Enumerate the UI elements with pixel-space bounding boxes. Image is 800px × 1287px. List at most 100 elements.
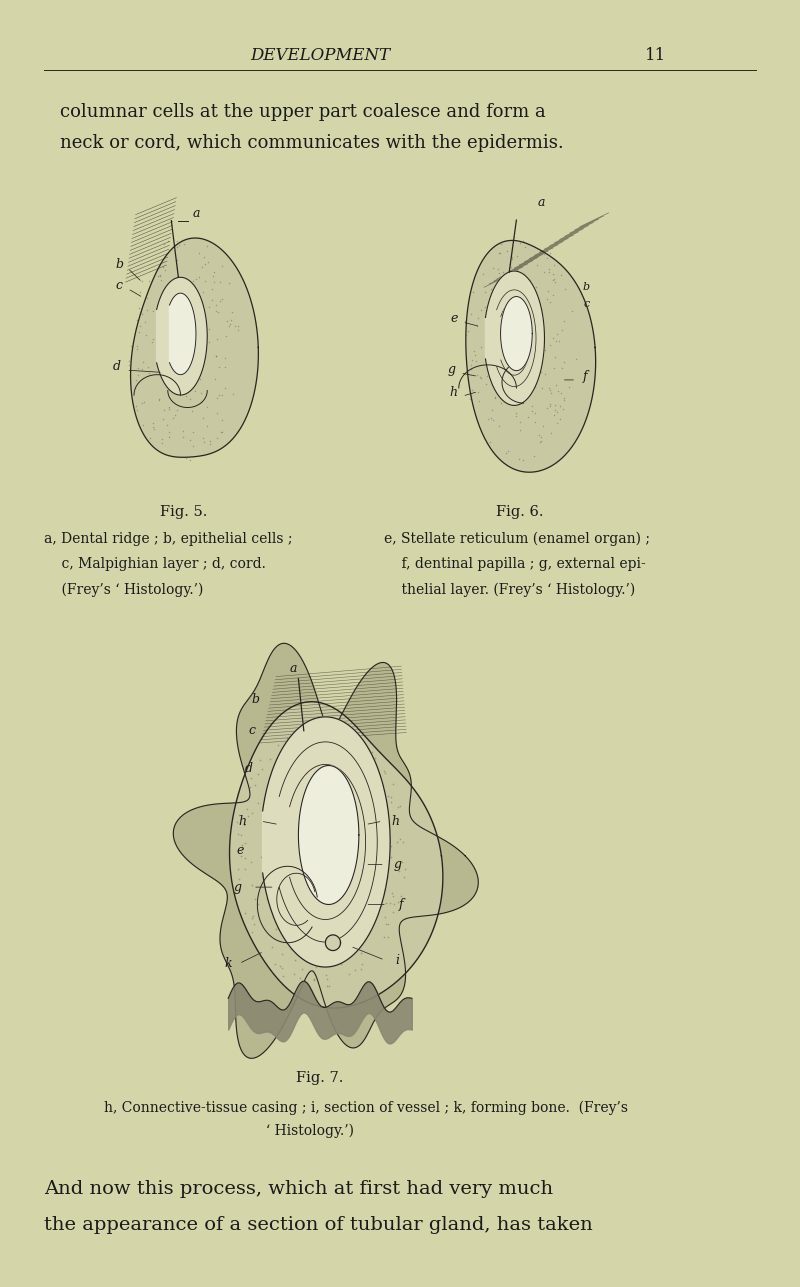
Point — [210, 328, 223, 349]
Point — [364, 753, 377, 773]
Text: a, Dental ridge ; b, epithelial cells ;: a, Dental ridge ; b, epithelial cells ; — [44, 532, 293, 546]
Point — [319, 754, 332, 775]
Point — [256, 812, 269, 833]
Point — [162, 421, 175, 441]
Point — [155, 293, 168, 314]
Point — [362, 907, 374, 928]
Point — [213, 356, 226, 377]
Point — [275, 943, 288, 964]
Point — [506, 246, 519, 266]
Point — [291, 885, 304, 906]
Polygon shape — [501, 296, 532, 371]
Point — [246, 803, 258, 824]
Point — [394, 885, 407, 906]
Polygon shape — [170, 293, 196, 375]
Point — [334, 839, 346, 860]
Point — [258, 804, 271, 825]
Point — [509, 318, 522, 338]
Point — [251, 763, 264, 784]
Point — [318, 871, 331, 892]
Point — [483, 347, 496, 368]
Text: And now this process, which at first had very much: And now this process, which at first had… — [44, 1180, 553, 1198]
Point — [180, 290, 193, 310]
Point — [538, 243, 550, 264]
Point — [538, 340, 551, 360]
Point — [514, 306, 526, 327]
Point — [154, 270, 167, 291]
Point — [320, 969, 333, 990]
Point — [536, 378, 549, 399]
Point — [238, 858, 251, 879]
Point — [187, 270, 200, 291]
Point — [498, 314, 511, 335]
Point — [195, 391, 208, 412]
Point — [341, 914, 354, 934]
Point — [330, 873, 342, 893]
Text: Fig. 7.: Fig. 7. — [296, 1071, 344, 1085]
Point — [257, 844, 270, 865]
Point — [218, 378, 231, 399]
Point — [319, 834, 332, 855]
Point — [302, 833, 315, 853]
Point — [201, 416, 214, 436]
Point — [492, 259, 505, 279]
Point — [170, 257, 183, 278]
Point — [314, 779, 326, 799]
Point — [503, 254, 516, 274]
Point — [362, 820, 374, 840]
Point — [270, 767, 283, 788]
Point — [314, 955, 326, 976]
Point — [173, 234, 186, 255]
Point — [356, 829, 369, 849]
Point — [319, 927, 332, 947]
Point — [338, 847, 351, 867]
Point — [338, 802, 350, 822]
Point — [555, 358, 568, 378]
Point — [520, 373, 533, 394]
Point — [465, 385, 478, 405]
Point — [294, 844, 306, 865]
Point — [548, 395, 561, 416]
Point — [331, 834, 344, 855]
Point — [510, 295, 523, 315]
Point — [354, 842, 367, 862]
Point — [315, 837, 328, 857]
Point — [198, 247, 210, 268]
Text: Fig. 5.: Fig. 5. — [160, 505, 208, 519]
Point — [156, 257, 169, 278]
Point — [152, 301, 165, 322]
Point — [270, 903, 282, 924]
Point — [270, 888, 283, 909]
Text: d: d — [245, 762, 253, 776]
Point — [296, 737, 309, 758]
Point — [493, 243, 506, 264]
Point — [133, 322, 146, 342]
Point — [502, 260, 515, 281]
Point — [534, 430, 547, 450]
Point — [168, 404, 181, 425]
Point — [487, 346, 500, 367]
Point — [370, 842, 382, 862]
Point — [204, 431, 217, 452]
Polygon shape — [298, 766, 359, 905]
Point — [198, 432, 210, 453]
Point — [328, 810, 341, 830]
Text: 11: 11 — [646, 48, 666, 64]
Polygon shape — [486, 272, 545, 405]
Text: k: k — [224, 958, 232, 970]
Point — [501, 241, 514, 261]
Point — [284, 938, 297, 959]
Point — [486, 257, 499, 278]
Point — [311, 912, 324, 933]
Point — [249, 888, 262, 909]
Point — [213, 385, 226, 405]
Point — [474, 337, 487, 358]
Point — [387, 893, 400, 914]
Point — [486, 375, 498, 395]
Point — [366, 803, 379, 824]
Point — [234, 812, 246, 833]
Point — [311, 801, 324, 821]
Point — [524, 345, 537, 366]
Point — [552, 331, 565, 351]
Text: a: a — [193, 207, 201, 220]
